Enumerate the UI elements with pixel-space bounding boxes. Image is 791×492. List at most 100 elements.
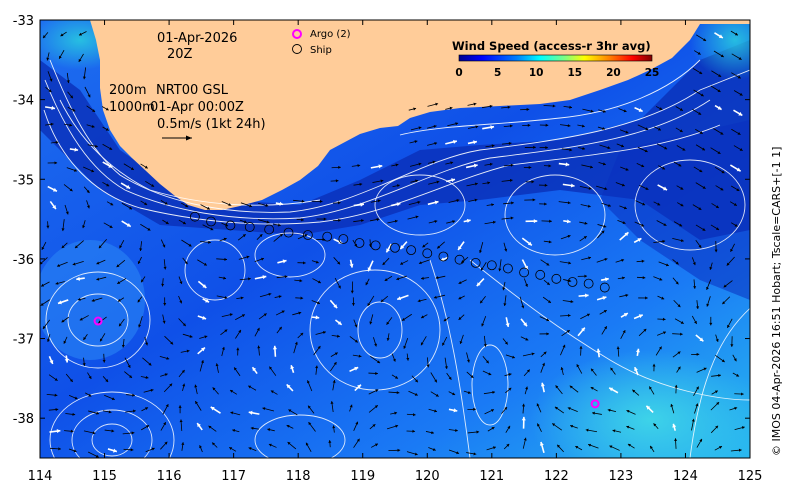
current-arrow-head xyxy=(282,259,287,264)
current-arrow-head xyxy=(374,343,378,347)
current-arrow-head xyxy=(737,75,741,79)
ship-position-marker xyxy=(190,211,200,222)
current-arrow-head xyxy=(567,313,571,318)
current-arrow-head xyxy=(502,287,506,291)
x-tick-label: 118 xyxy=(286,469,311,484)
current-arrow-head xyxy=(354,339,358,343)
y-tick-label: -36 xyxy=(13,253,34,268)
current-arrow-head xyxy=(266,220,270,224)
current-arrow-head xyxy=(584,293,589,298)
current-arrow-head xyxy=(498,268,502,272)
current-arrow-head xyxy=(570,300,574,304)
current-arrow-head xyxy=(473,102,477,106)
current-arrow-head xyxy=(570,183,575,188)
current-arrow-head xyxy=(738,56,742,60)
current-arrow-head xyxy=(95,454,99,458)
current-arrow-head xyxy=(663,186,668,191)
current-arrow-head xyxy=(525,386,529,390)
current-arrow-head xyxy=(706,286,709,290)
current-arrow-head xyxy=(208,240,211,244)
current-arrow-head xyxy=(696,386,699,390)
current-arrow-head xyxy=(298,311,302,315)
current-arrow-head xyxy=(287,442,291,445)
ship-position-marker xyxy=(454,254,465,265)
current-arrow-head xyxy=(92,431,96,435)
current-arrow-head xyxy=(349,263,354,268)
current-arrow-head xyxy=(552,423,556,427)
current-arrow-head xyxy=(182,323,186,327)
current-arrow-head xyxy=(279,233,283,237)
current-arrow-head xyxy=(70,429,74,433)
current-arrow-head xyxy=(566,330,570,333)
current-arrow-head xyxy=(621,258,625,262)
scale-arrow xyxy=(162,135,192,141)
current-arrow-head xyxy=(603,224,607,228)
current-arrow-head xyxy=(73,168,77,172)
current-arrow-head xyxy=(150,388,154,392)
current-arrow-head xyxy=(586,313,590,317)
current-arrow-head xyxy=(739,92,743,96)
current-arrow-head xyxy=(418,162,422,166)
current-arrow-head xyxy=(674,438,678,441)
current-arrow-head xyxy=(164,441,168,445)
current-arrow-head xyxy=(179,419,183,423)
current-arrow-head xyxy=(624,232,629,237)
current-arrow-head xyxy=(315,365,319,369)
y-tick-label: -38 xyxy=(13,412,34,427)
ship-position-marker xyxy=(551,273,562,284)
colorbar-ramp xyxy=(458,54,653,62)
current-arrow-head xyxy=(525,337,529,341)
current-arrow-head xyxy=(491,144,495,148)
current-arrow-head xyxy=(521,403,526,407)
current-arrow-head xyxy=(507,425,511,429)
current-arrow-head xyxy=(83,337,87,341)
current-arrow-head xyxy=(444,366,448,369)
current-arrow-head xyxy=(46,57,50,61)
current-arrow-head xyxy=(448,376,452,380)
ship-track xyxy=(190,211,610,293)
current-arrow-head xyxy=(202,284,207,288)
current-arrow-head xyxy=(72,412,76,416)
current-arrow-head xyxy=(505,323,510,327)
current-arrow-head xyxy=(699,438,702,442)
scale-label: 0.5m/s (1kt 24h) xyxy=(157,117,266,132)
current-arrow-head xyxy=(49,78,53,82)
current-arrow-head xyxy=(677,304,681,308)
current-arrow-head xyxy=(531,352,535,356)
current-arrow-head xyxy=(609,387,614,392)
current-arrow-head xyxy=(301,199,305,203)
current-arrow-head xyxy=(473,140,477,145)
current-arrow-head xyxy=(372,424,376,428)
ship-position-marker xyxy=(470,257,481,268)
current-arrow-head xyxy=(612,429,616,433)
current-arrow-head xyxy=(487,181,491,185)
current-arrow-head xyxy=(587,204,591,208)
current-arrow-head xyxy=(151,447,155,451)
current-arrow-head xyxy=(555,385,559,389)
current-arrow-head xyxy=(569,385,573,389)
ship-position-marker xyxy=(567,277,578,287)
current-arrow-head xyxy=(616,346,620,350)
current-arrow-head xyxy=(248,277,251,281)
current-arrow-head xyxy=(741,426,745,430)
current-arrow-head xyxy=(60,33,64,37)
y-tick-label: -33 xyxy=(13,14,34,29)
current-arrow-head xyxy=(546,332,550,336)
current-arrow-head xyxy=(137,299,141,303)
current-arrow-head xyxy=(643,328,647,332)
current-arrow-head xyxy=(547,300,551,303)
current-arrow-head xyxy=(105,127,109,131)
current-arrow-head xyxy=(702,185,706,189)
current-arrow-head xyxy=(691,418,695,422)
current-arrow-head xyxy=(129,375,133,378)
current-arrow-head xyxy=(723,284,727,288)
current-arrow-head xyxy=(65,211,69,215)
current-arrow-head xyxy=(418,126,422,130)
current-arrow-head xyxy=(677,351,681,355)
current-arrow-head xyxy=(129,206,133,210)
current-arrow-head xyxy=(73,449,77,453)
current-arrow-head xyxy=(568,279,572,283)
current-arrow-head xyxy=(467,391,471,394)
y-axis: -33 -34 -35 -36 -37 -38 xyxy=(13,14,750,427)
current-arrow-head xyxy=(163,266,167,270)
